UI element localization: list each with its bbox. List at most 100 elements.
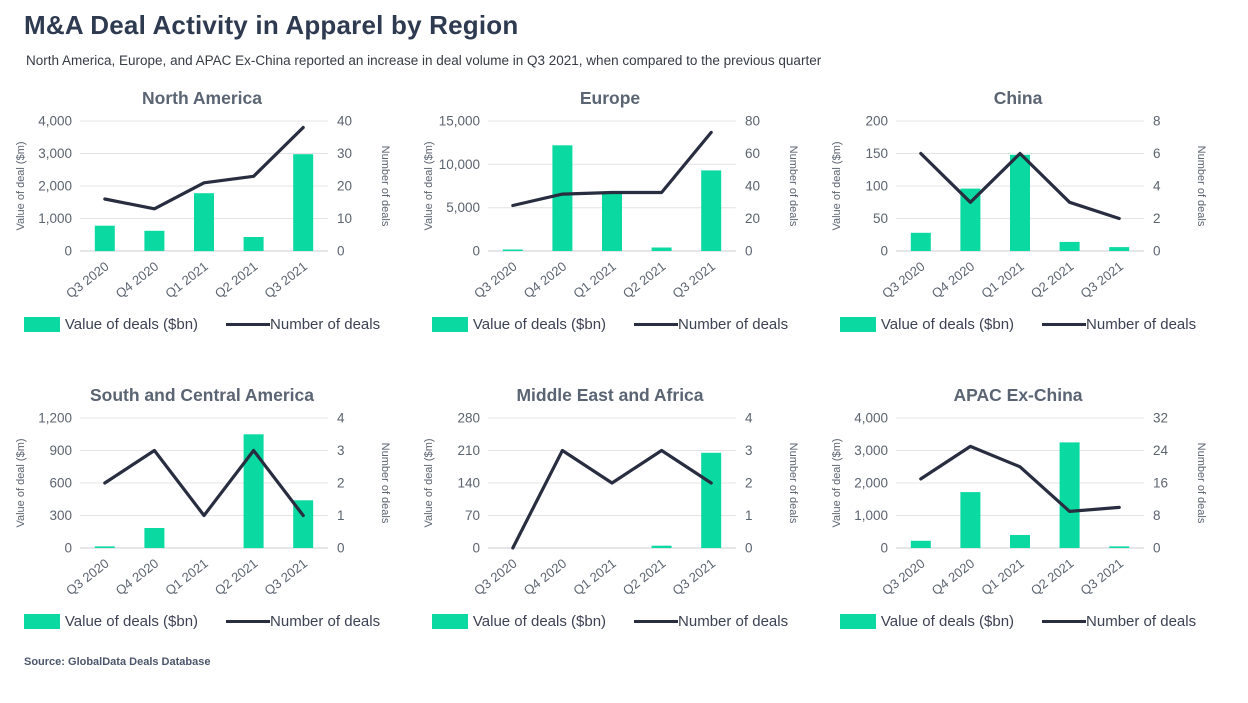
- left-axis-title: Value of deal ($m): [423, 438, 435, 527]
- bar-legend-swatch: [839, 317, 876, 332]
- bar-legend-label: Value of deals ($bn): [472, 613, 607, 630]
- bar: [1059, 442, 1080, 548]
- bar: [94, 546, 115, 548]
- bar: [602, 192, 622, 251]
- deal-count-line: [103, 125, 305, 211]
- svg-text:8: 8: [1153, 508, 1161, 523]
- line-legend-label: Number of deals: [1086, 316, 1197, 333]
- svg-text:Q4 2020: Q4 2020: [929, 556, 978, 599]
- svg-text:3,000: 3,000: [38, 146, 72, 161]
- left-axis-title: Value of deal ($m): [423, 141, 435, 230]
- svg-text:Q2 2021: Q2 2021: [1028, 259, 1077, 302]
- bar: [651, 247, 672, 251]
- right-axis-title: Number of deals: [1195, 443, 1207, 524]
- bar: [243, 434, 264, 549]
- svg-text:80: 80: [745, 114, 760, 129]
- line-legend-swatch: [226, 323, 271, 326]
- gridlines: [896, 417, 1144, 549]
- svg-text:2: 2: [745, 476, 753, 491]
- svg-text:Q2 2021: Q2 2021: [620, 556, 669, 599]
- left-axis-ticks: 0 5,000 10,000 15,000: [439, 114, 480, 259]
- chart-title: Middle East and Africa: [516, 385, 704, 405]
- chart-legend: Value of deals ($bn) Number of deals: [418, 316, 802, 333]
- bar-legend-swatch: [23, 614, 60, 629]
- deal-count-line: [103, 448, 305, 518]
- chart-europe: Europe 0 5,000 10,000 15,000 0 20 40 60 80 Value …: [418, 88, 802, 333]
- svg-text:1: 1: [337, 508, 345, 523]
- chart-legend: Value of deals ($bn) Number of deals: [826, 613, 1210, 630]
- svg-text:Q3 2020: Q3 2020: [471, 259, 520, 302]
- north-america-chart-canvas: 0 1,000 2,000 3,000 4,000 0 10 20 30 40 Value of d…: [15, 114, 391, 302]
- svg-text:0: 0: [1153, 244, 1161, 259]
- line-legend-swatch: [1042, 323, 1087, 326]
- svg-text:3,000: 3,000: [854, 443, 888, 458]
- svg-text:3: 3: [745, 443, 753, 458]
- left-axis-ticks: 0 1,000 2,000 3,000 4,000: [38, 114, 72, 259]
- chart-title: South and Central America: [90, 385, 314, 405]
- svg-text:Q1 2021: Q1 2021: [978, 556, 1027, 599]
- bar: [243, 237, 264, 251]
- bar: [144, 230, 165, 251]
- middle-east-africa-chart-canvas: 0 70 140 210 280 0 1 2 3 4 Value of deal ($m) Numbe…: [423, 411, 799, 599]
- chart-south-central-america: South and Central America 0 300 600 900 1,20…: [10, 385, 394, 630]
- left-axis-title: Value of deal ($m): [831, 438, 843, 527]
- svg-text:4: 4: [1153, 179, 1161, 194]
- svg-text:Q1 2021: Q1 2021: [162, 556, 211, 599]
- bar-legend-label: Value of deals ($bn): [880, 316, 1015, 333]
- page-footer: Source: GlobalData Deals Database: [0, 630, 1248, 668]
- deal-count-line: [919, 444, 1121, 514]
- svg-text:4: 4: [337, 411, 345, 426]
- svg-text:100: 100: [865, 179, 888, 194]
- svg-text:0: 0: [1153, 541, 1161, 556]
- bar-legend-label: Value of deals ($bn): [472, 316, 607, 333]
- svg-text:5,000: 5,000: [446, 200, 480, 215]
- bar-legend-swatch: [431, 317, 468, 332]
- chart-title: Europe: [579, 88, 641, 108]
- svg-text:4: 4: [745, 411, 753, 426]
- charts-grid: North America 0 1,000 2,000 3,000 4,000 0 10 20…: [10, 88, 1234, 630]
- bar: [194, 193, 214, 252]
- svg-text:40: 40: [337, 114, 352, 129]
- line-legend-swatch: [634, 620, 679, 623]
- svg-text:50: 50: [873, 211, 888, 226]
- svg-text:Q3 2021: Q3 2021: [1078, 259, 1127, 302]
- bar: [1010, 535, 1030, 548]
- right-axis-title: Number of deals: [787, 443, 799, 524]
- svg-text:Q3 2021: Q3 2021: [262, 556, 311, 599]
- right-axis-ticks: 0 8 16 24 32: [1153, 411, 1169, 556]
- x-axis-labels: Q3 2020 Q4 2020 Q1 2021 Q2 2021 Q3 2021: [471, 556, 718, 599]
- svg-text:Q3 2021: Q3 2021: [262, 259, 311, 302]
- chart-legend: Value of deals ($bn) Number of deals: [418, 613, 802, 630]
- right-axis-title: Number of deals: [379, 146, 391, 227]
- svg-text:Q4 2020: Q4 2020: [521, 259, 570, 302]
- value-bars: [94, 434, 314, 549]
- line-legend-label: Number of deals: [1086, 613, 1197, 630]
- svg-text:6: 6: [1153, 146, 1161, 161]
- bar: [910, 540, 931, 548]
- svg-text:32: 32: [1153, 411, 1168, 426]
- gridlines: [488, 417, 736, 549]
- svg-text:0: 0: [880, 244, 888, 259]
- svg-text:Q1 2021: Q1 2021: [570, 259, 619, 302]
- deal-count-line: [919, 151, 1121, 221]
- svg-text:2,000: 2,000: [854, 476, 888, 491]
- svg-text:16: 16: [1153, 476, 1168, 491]
- svg-text:0: 0: [64, 244, 72, 259]
- svg-text:Q1 2021: Q1 2021: [162, 259, 211, 302]
- svg-text:4,000: 4,000: [854, 411, 888, 426]
- svg-text:2,000: 2,000: [38, 179, 72, 194]
- apac-ex-china-chart-canvas: 0 1,000 2,000 3,000 4,000 0 8 16 24 32 Value of de…: [831, 411, 1207, 599]
- bar: [960, 492, 981, 548]
- europe-chart-canvas: 0 5,000 10,000 15,000 0 20 40 60 80 Value of deal…: [423, 114, 799, 302]
- line-legend-label: Number of deals: [270, 316, 381, 333]
- svg-text:0: 0: [472, 541, 480, 556]
- left-axis-ticks: 0 1,000 2,000 3,000 4,000: [854, 411, 888, 556]
- svg-text:20: 20: [337, 179, 352, 194]
- x-axis-labels: Q3 2020 Q4 2020 Q1 2021 Q2 2021 Q3 2021: [63, 556, 310, 599]
- svg-text:140: 140: [457, 476, 480, 491]
- page-subtitle: North America, Europe, and APAC Ex-China…: [26, 53, 822, 68]
- left-axis-ticks: 0 70 140 210 280: [457, 411, 480, 556]
- svg-text:600: 600: [49, 476, 72, 491]
- right-axis-ticks: 0 1 2 3 4: [745, 411, 753, 556]
- svg-text:0: 0: [64, 541, 72, 556]
